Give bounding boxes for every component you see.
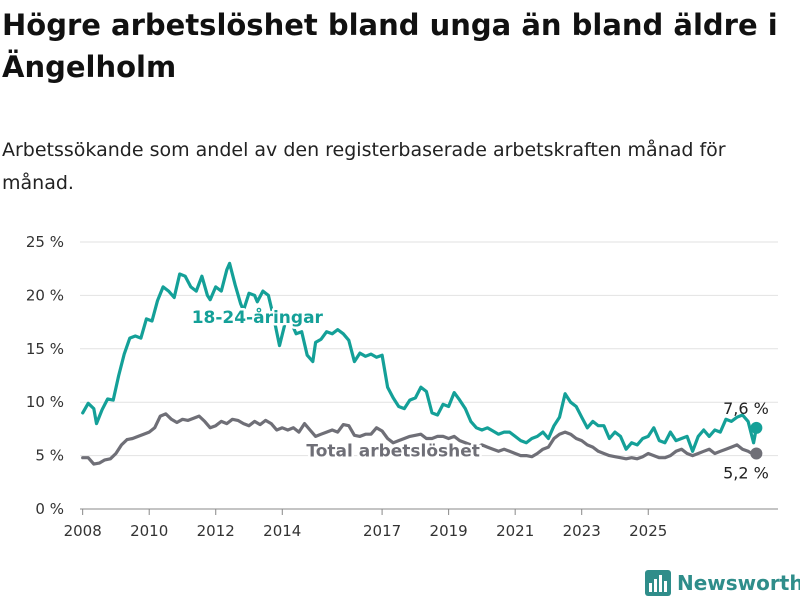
y-axis-ticks: 0 % 5 % 10 % 15 % 20 % 25 % <box>26 233 64 518</box>
end-value-youth: 7,6 % <box>723 399 769 418</box>
x-tick-label: 2019 <box>430 522 468 540</box>
x-tick-label: 2025 <box>629 522 667 540</box>
series-label-youth: 18-24-åringar <box>192 306 324 328</box>
y-tick-label: 25 % <box>26 233 64 251</box>
series-line-total <box>81 412 758 466</box>
y-tick-label: 0 % <box>35 500 64 518</box>
y-tick-label: 15 % <box>26 340 64 358</box>
end-dot-total <box>750 447 763 460</box>
chart-title: Högre arbetslöshet bland unga än bland ä… <box>2 8 778 84</box>
bar-chart-icon <box>645 570 671 596</box>
x-tick-label: 2010 <box>130 522 168 540</box>
end-dot-youth <box>750 421 763 434</box>
series-lines <box>81 261 763 466</box>
gridlines <box>80 241 778 510</box>
series-label-total: Total arbetslöshet <box>306 441 480 461</box>
end-value-total: 5,2 % <box>723 463 769 482</box>
series-line-youth <box>81 261 758 453</box>
brand-name: Newsworthy <box>677 571 800 595</box>
y-tick-label: 5 % <box>35 447 64 465</box>
chart-subtitle: Arbetssökande som andel av den registerb… <box>2 139 726 194</box>
x-tick-label: 2012 <box>197 522 235 540</box>
x-tick-label: 2023 <box>563 522 601 540</box>
x-tick-label: 2014 <box>263 522 301 540</box>
x-axis-ticks: 2008 2010 2012 2014 2017 2019 2021 2023 2025 <box>64 509 667 540</box>
newsworthy-logo[interactable]: Newsworthy <box>645 568 800 598</box>
x-tick-label: 2008 <box>64 522 102 540</box>
x-tick-label: 2017 <box>363 522 401 540</box>
series-labels: 7,6 % 18-24-åringar 5,2 % Total arbetslöshe… <box>189 303 769 482</box>
y-tick-label: 10 % <box>26 393 64 411</box>
y-tick-label: 20 % <box>26 286 64 304</box>
x-tick-label: 2021 <box>496 522 534 540</box>
